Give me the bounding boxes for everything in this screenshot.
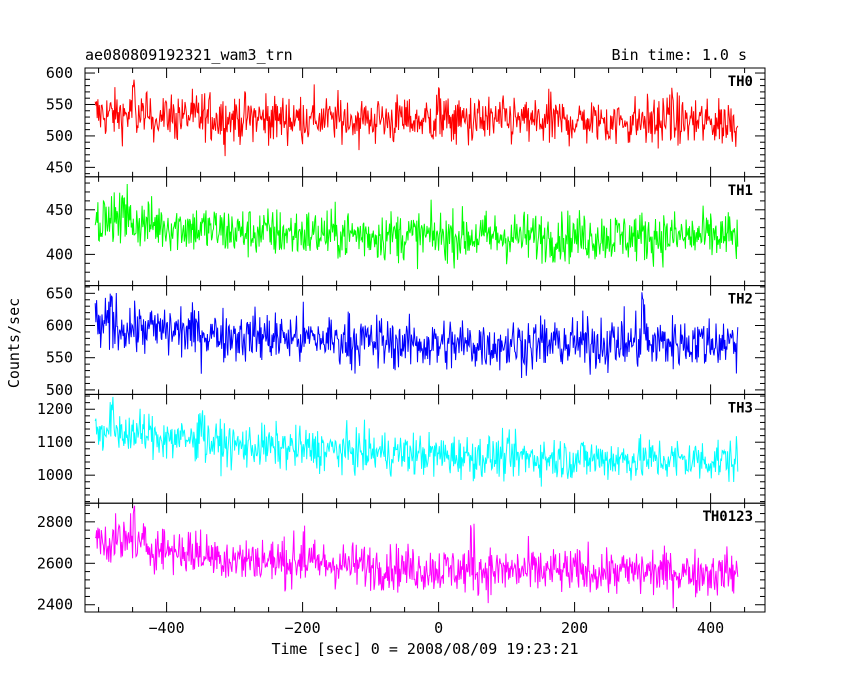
y-tick-label: 600 [46, 317, 73, 335]
y-tick-label: 2800 [37, 513, 73, 531]
panels-group: 450 500 550 600 TH0 400 450 TH1 500 550 600 650 TH2 1… [37, 64, 766, 637]
y-axis-label: Counts/sec [5, 298, 23, 388]
x-tick-label: 200 [561, 619, 588, 637]
series-line-th3 [94, 396, 739, 487]
y-tick-label: 550 [46, 349, 73, 367]
panel-label-th0123: TH0123 [702, 509, 753, 525]
y-tick-label: 2400 [37, 596, 73, 614]
x-tick-label: 0 [434, 619, 443, 637]
y-tick-label: 450 [46, 158, 73, 176]
panel-th2: 500 550 600 650 TH2 [46, 284, 766, 399]
x-tick-label: −200 [285, 619, 321, 637]
x-tick-label: −400 [149, 619, 185, 637]
series-line-th1 [94, 183, 739, 270]
y-tick-label: 500 [46, 127, 73, 145]
y-tick-label: 450 [46, 201, 73, 219]
y-tick-label: 500 [46, 381, 73, 399]
chart-title: ae080809192321_wam3_trn [85, 46, 293, 64]
x-axis-label: Time [sec] 0 = 2008/08/09 19:23:21 [271, 640, 578, 658]
y-tick-label: 600 [46, 64, 73, 82]
panel-label-th3: TH3 [728, 400, 753, 416]
y-tick-label: 1000 [37, 466, 73, 484]
y-tick-label: 650 [46, 284, 73, 302]
series-line-th0 [94, 79, 739, 157]
panel-th0: 450 500 550 600 TH0 [46, 64, 766, 178]
y-tick-label: 1100 [37, 433, 73, 451]
y-tick-label: 400 [46, 245, 73, 263]
panel-label-th0: TH0 [728, 74, 753, 90]
x-tick-label: 400 [697, 619, 724, 637]
panel-label-th1: TH1 [728, 183, 753, 199]
panel-th1: 400 450 TH1 [46, 176, 766, 287]
y-tick-label: 2600 [37, 554, 73, 572]
panel-frame [84, 393, 766, 504]
panel-frame [84, 502, 766, 613]
panel-label-th2: TH2 [728, 292, 753, 308]
y-tick-label: 550 [46, 95, 73, 113]
series-line-th0123 [95, 505, 739, 609]
series-line-th2 [94, 292, 739, 379]
panel-th0123: 2400 2600 2800 TH0123 [37, 502, 766, 614]
panel-th3: 1000 1100 1200 TH3 [37, 393, 766, 504]
y-tick-label: 1200 [37, 400, 73, 418]
bin-time-label: Bin time: 1.0 s [612, 46, 747, 64]
